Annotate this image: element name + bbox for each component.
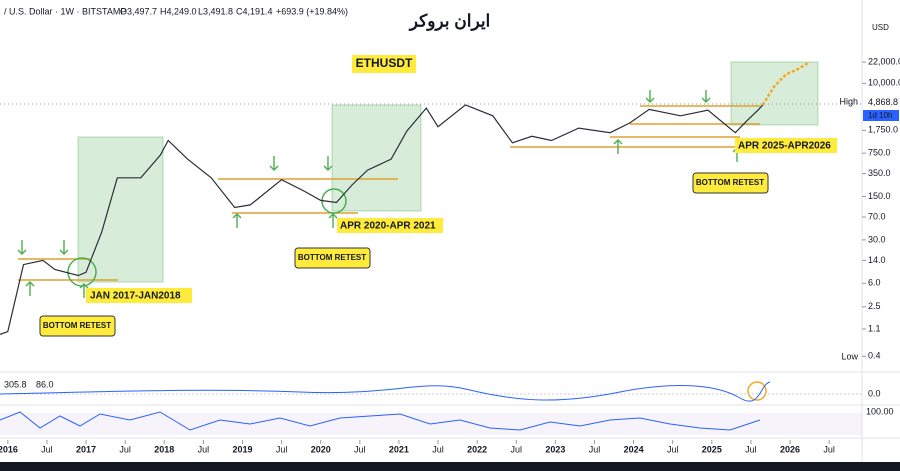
annotation: BOTTOM RETEST xyxy=(298,253,366,262)
x-tick-label: Jul xyxy=(276,444,288,454)
range-box xyxy=(730,61,819,126)
macd-line xyxy=(0,381,771,402)
annotation: APR 2020-APR 2021 xyxy=(340,221,436,232)
open: O3,497.7 xyxy=(120,6,157,16)
currency: USD xyxy=(872,23,889,32)
change: +693.9 (+19.84%) xyxy=(276,6,348,16)
annotation: BOTTOM RETEST xyxy=(696,178,764,187)
chart-title: ETHUSDT xyxy=(356,56,413,70)
x-tick-label: Jul xyxy=(198,444,210,454)
range-box xyxy=(331,104,422,212)
y-tick-label: 10,000.0 xyxy=(868,78,900,88)
y-tick-label: 350.0 xyxy=(868,168,891,178)
label-box xyxy=(86,288,192,303)
x-tick-label: Jul xyxy=(511,444,523,454)
x-tick-label: 2025 xyxy=(702,444,722,454)
logo: ایران بروکر xyxy=(408,11,491,31)
x-tick-label: Jul xyxy=(432,444,444,454)
low: L3,491.8 xyxy=(198,6,233,16)
macd-value: 86.0 xyxy=(36,379,54,389)
x-tick-label: 2020 xyxy=(311,444,331,454)
y-tick-label: 30.0 xyxy=(868,234,886,244)
annotation: BOTTOM RETEST xyxy=(43,321,111,330)
y-tick-label: 1.1 xyxy=(868,323,881,333)
support-lines xyxy=(18,105,760,281)
footer-bar xyxy=(0,462,900,471)
annotation: APR 2025-APR2026 xyxy=(738,141,831,152)
x-tick-label: 2023 xyxy=(545,444,565,454)
x-tick-label: 2026 xyxy=(780,444,800,454)
x-tick-label: 2022 xyxy=(467,444,487,454)
countdown-box xyxy=(863,110,899,121)
close: C4,191.4 xyxy=(236,6,273,16)
price-line xyxy=(761,61,811,106)
x-tick-label: 2019 xyxy=(232,444,252,454)
title-box xyxy=(352,55,416,73)
countdown: 1d 10h xyxy=(868,111,892,120)
x-tick-label: 2018 xyxy=(154,444,174,454)
callout xyxy=(294,247,371,269)
x-tick-label: 2021 xyxy=(389,444,409,454)
y-tick-label: 22,000.0 xyxy=(868,56,900,66)
x-tick-label: Jul xyxy=(354,444,366,454)
rsi-tick: 100.00 xyxy=(866,406,894,416)
low-label: Low xyxy=(841,351,858,361)
symbol: / U.S. Dollar · 1W · BITSTAMP xyxy=(4,6,126,16)
x-tick-label: 2024 xyxy=(624,444,644,454)
label-box xyxy=(735,138,837,153)
label-box xyxy=(337,218,443,233)
macd-value: 305.8 xyxy=(4,379,27,389)
y-tick-label: 2.5 xyxy=(868,301,881,311)
high: H4,249.0 xyxy=(160,6,197,16)
price-tag xyxy=(863,97,900,109)
x-tick-label: 2017 xyxy=(76,444,96,454)
x-tick-label: Jul xyxy=(823,444,835,454)
x-tick-label: Jul xyxy=(589,444,601,454)
rsi-line xyxy=(0,411,761,431)
price-tag-label: 4,868.8 xyxy=(868,97,898,107)
y-tick-label: 150.0 xyxy=(868,191,891,201)
x-tick-label: 2016 xyxy=(0,444,18,454)
y-tick-label: 0.4 xyxy=(868,351,881,361)
callout xyxy=(39,315,116,337)
y-tick-label: 70.0 xyxy=(868,211,886,221)
x-tick-label: Jul xyxy=(667,444,679,454)
x-tick-label: Jul xyxy=(745,444,757,454)
callout xyxy=(692,172,769,194)
macd-tick: 0.0 xyxy=(868,388,881,398)
y-tick-label: 750.0 xyxy=(868,148,891,158)
x-tick-label: Jul xyxy=(119,444,131,454)
y-tick-label: 6.0 xyxy=(868,278,881,288)
high-label: High xyxy=(839,96,858,106)
arrows xyxy=(17,90,742,298)
annotation: JAN 2017-JAN2018 xyxy=(90,291,181,302)
y-tick-label: 14.0 xyxy=(868,255,886,265)
price-line xyxy=(0,104,764,335)
y-tick-label: 1,750.0 xyxy=(868,125,898,135)
x-tick-label: Jul xyxy=(41,444,53,454)
